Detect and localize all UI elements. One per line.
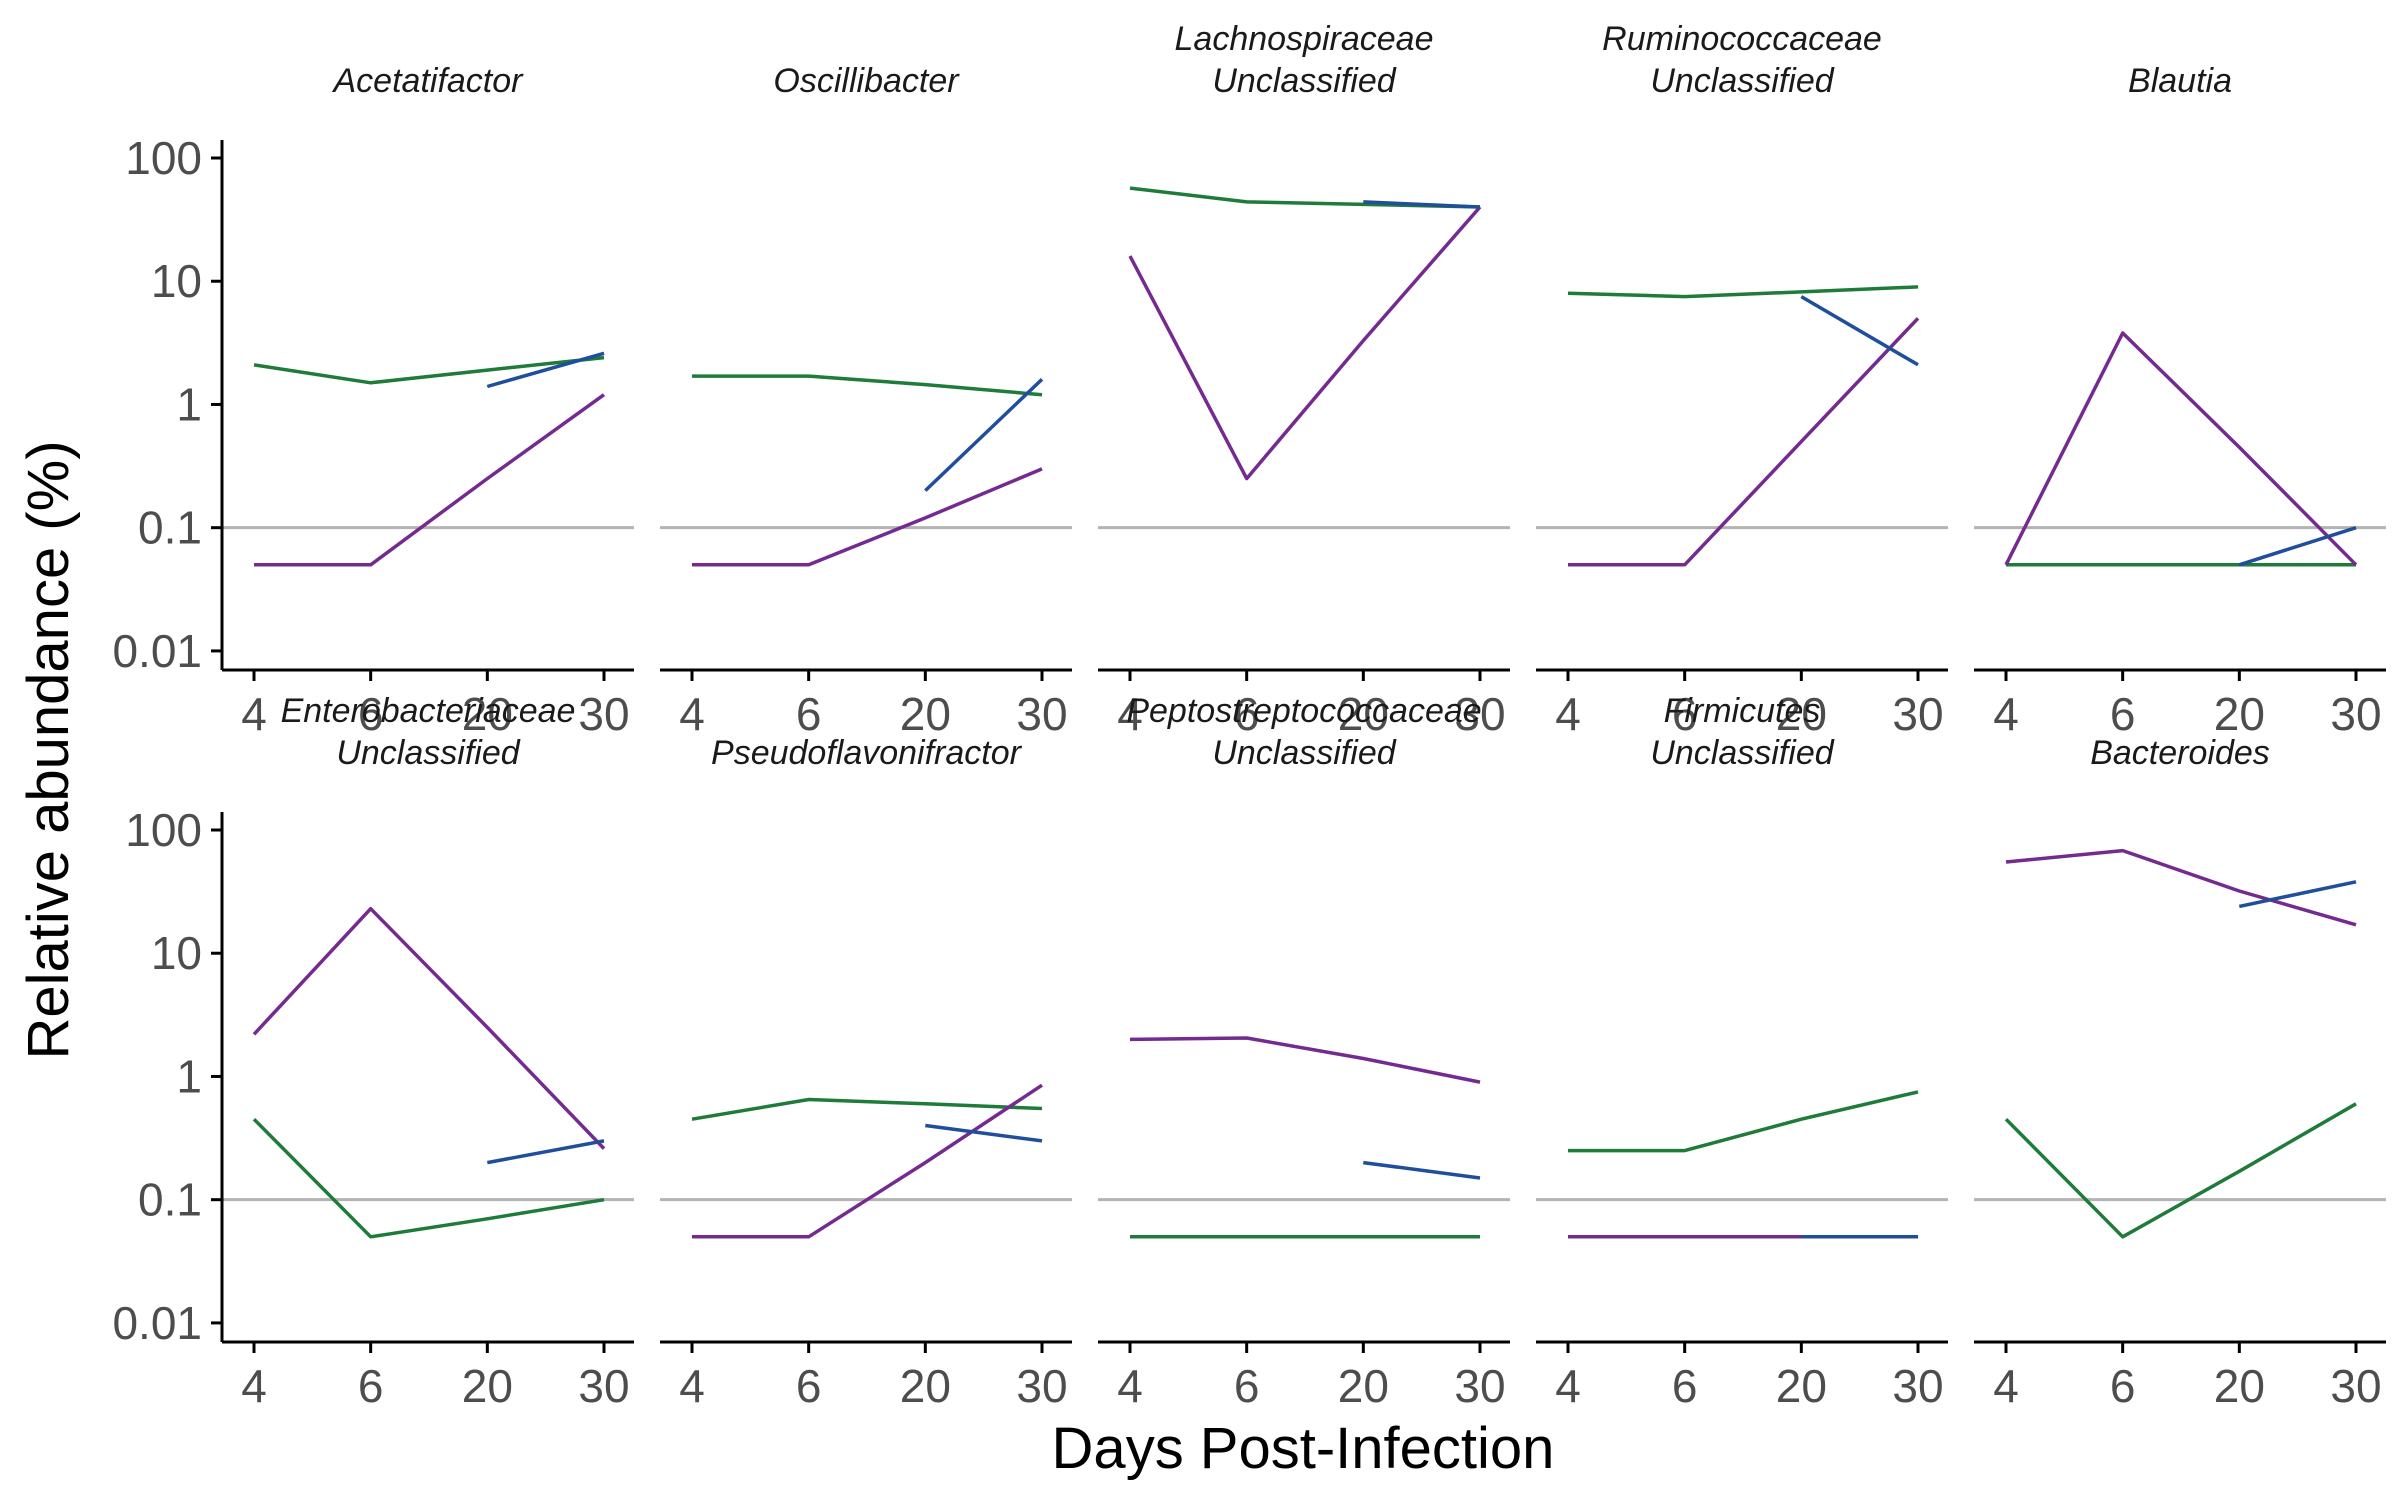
text-layer: Acetatifactor 4 6 20 30 0.01 0.1 1 10 100 Oscillib… — [112, 20, 2381, 1412]
series-line-green — [253, 355, 605, 385]
facet-title-line: Oscillibacter — [773, 62, 960, 100]
facet-title-line: Unclassified — [336, 734, 520, 772]
y-tick-label: 100 — [125, 804, 202, 856]
x-tick-label: 30 — [578, 1360, 629, 1412]
x-tick-label: 20 — [2214, 688, 2265, 740]
x-axis-title: Days Post-Infection — [1052, 1416, 1555, 1481]
facet-title-line: Unclassified — [1212, 734, 1396, 772]
y-tick-label: 0.01 — [112, 1297, 202, 1349]
y-tick-label: 10 — [151, 927, 202, 979]
series-line-purple — [1568, 317, 1920, 567]
series-line-green — [1567, 285, 1919, 299]
x-tick-label: 6 — [2110, 1360, 2136, 1412]
x-tick-label: 20 — [1776, 688, 1827, 740]
series-line-blue — [2238, 526, 2357, 567]
series-line-green — [252, 1117, 605, 1239]
x-tick-label: 20 — [462, 1360, 513, 1412]
x-tick-label: 4 — [679, 1360, 705, 1412]
facet-title-line: Bacteroides — [2090, 734, 2270, 772]
y-tick-label: 0.1 — [138, 502, 202, 554]
x-tick-label: 4 — [1117, 1360, 1143, 1412]
x-tick-label: 30 — [1892, 688, 1943, 740]
x-tick-label: 20 — [462, 688, 513, 740]
x-tick-label: 20 — [2214, 1360, 2265, 1412]
y-tick-label: 0.1 — [138, 1174, 202, 1226]
series-line-purple — [2004, 331, 2358, 567]
x-tick-label: 6 — [1672, 688, 1698, 740]
axes-layer — [211, 140, 2386, 1353]
x-tick-label: 30 — [1454, 688, 1505, 740]
x-tick-label: 30 — [2330, 688, 2381, 740]
facet-title-line: Enterobacteriaceae — [281, 692, 576, 730]
facet-title-line: Firmicutes — [1664, 692, 1821, 730]
x-tick-label: 6 — [796, 1360, 822, 1412]
series-line-blue — [1800, 295, 1919, 367]
series-line-purple — [2005, 848, 2357, 927]
x-tick-label: 6 — [1234, 688, 1260, 740]
facet-title-line: Unclassified — [1650, 62, 1834, 100]
series-line-green — [2004, 1102, 2357, 1239]
facet-title-line: Lachnospiraceae — [1175, 20, 1434, 58]
x-tick-label: 30 — [1016, 688, 1067, 740]
facet-title-line: Pseudoflavonifractor — [711, 734, 1023, 772]
x-tick-label: 30 — [1892, 1360, 1943, 1412]
y-tick-label: 100 — [125, 132, 202, 184]
reference-lines-layer — [222, 526, 2386, 1202]
series-line-blue — [1363, 1160, 1481, 1180]
x-tick-label: 4 — [241, 688, 267, 740]
y-tick-label: 1 — [176, 1050, 202, 1102]
x-tick-label: 6 — [358, 688, 384, 740]
series-line-purple — [1129, 1036, 1481, 1084]
series-line-purple — [254, 393, 606, 567]
x-tick-label: 4 — [1117, 688, 1143, 740]
series-line-green — [1568, 1090, 1919, 1153]
series-line-purple — [692, 467, 1043, 567]
facet-title-line: Ruminococcaceae — [1602, 20, 1882, 58]
x-tick-label: 30 — [578, 688, 629, 740]
facet-title-line: Unclassified — [1650, 734, 1834, 772]
x-tick-label: 20 — [1338, 1360, 1389, 1412]
x-tick-label: 4 — [1555, 1360, 1581, 1412]
y-tick-label: 0.01 — [112, 625, 202, 677]
x-tick-label: 4 — [1555, 688, 1581, 740]
x-tick-label: 4 — [1993, 1360, 2019, 1412]
y-axis-title: Relative abundance (%) — [16, 440, 81, 1059]
facet-title-line: Peptostreptococcaceae — [1126, 692, 1481, 730]
x-tick-label: 20 — [900, 1360, 951, 1412]
series-line-green — [692, 374, 1043, 397]
series-line-purple — [1128, 205, 1482, 481]
x-tick-label: 4 — [1993, 688, 2019, 740]
x-tick-label: 6 — [2110, 688, 2136, 740]
series-line-green — [691, 1097, 1043, 1121]
y-tick-label: 10 — [151, 255, 202, 307]
x-tick-label: 6 — [358, 1360, 384, 1412]
x-tick-label: 20 — [900, 688, 951, 740]
x-tick-label: 30 — [2330, 1360, 2381, 1412]
series-line-blue — [486, 1139, 605, 1165]
series-layer — [252, 186, 2358, 1239]
y-tick-label: 1 — [176, 378, 202, 430]
series-line-blue — [486, 351, 605, 389]
x-tick-label: 30 — [1454, 1360, 1505, 1412]
facet-title-line: Acetatifactor — [332, 62, 525, 100]
x-tick-label: 6 — [1234, 1360, 1260, 1412]
x-tick-label: 4 — [679, 688, 705, 740]
facet-title-line: Blautia — [2128, 62, 2232, 100]
series-line-blue — [1363, 200, 1481, 209]
series-line-blue — [925, 1123, 1043, 1143]
series-line-blue — [924, 378, 1044, 492]
x-tick-label: 20 — [1338, 688, 1389, 740]
series-line-purple — [252, 906, 606, 1150]
series-line-purple — [692, 1083, 1043, 1239]
x-tick-label: 6 — [796, 688, 822, 740]
series-line-blue — [2238, 880, 2357, 909]
x-tick-label: 20 — [1776, 1360, 1827, 1412]
x-tick-label: 30 — [1016, 1360, 1067, 1412]
x-tick-label: 4 — [241, 1360, 267, 1412]
facet-title-line: Unclassified — [1212, 62, 1396, 100]
x-tick-label: 6 — [1672, 1360, 1698, 1412]
